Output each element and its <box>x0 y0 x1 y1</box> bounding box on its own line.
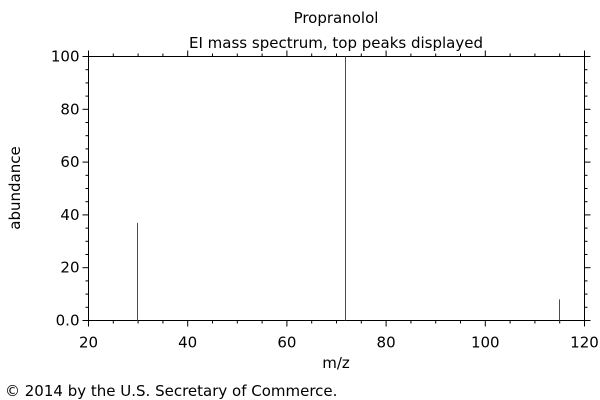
plot-frame <box>88 56 585 321</box>
y-tick-label: 20 <box>60 259 79 277</box>
x-axis-label: m/z <box>322 354 350 372</box>
y-tick-label: 80 <box>60 100 79 118</box>
x-tick-label: 40 <box>178 334 197 352</box>
y-axis-ticks: 0.0 20 40 60 80 100 <box>51 48 591 330</box>
chart-subtitle: EI mass spectrum, top peaks displayed <box>189 34 483 52</box>
copyright-text: © 2014 by the U.S. Secretary of Commerce… <box>5 382 337 400</box>
y-tick-label: 40 <box>60 206 79 224</box>
y-axis-label: abundance <box>6 146 24 229</box>
x-tick-label: 60 <box>277 334 296 352</box>
x-tick-label: 100 <box>471 334 500 352</box>
y-tick-label: 60 <box>60 153 79 171</box>
y-tick-label: 0.0 <box>56 312 80 330</box>
chart-title: Propranolol <box>294 9 379 27</box>
x-axis-ticks: 20 40 60 80 100 120 <box>79 50 599 352</box>
x-tick-label: 80 <box>377 334 396 352</box>
peaks-group <box>137 56 560 321</box>
x-tick-label: 20 <box>79 334 98 352</box>
x-tick-label: 120 <box>570 334 599 352</box>
y-tick-label: 100 <box>51 48 80 66</box>
